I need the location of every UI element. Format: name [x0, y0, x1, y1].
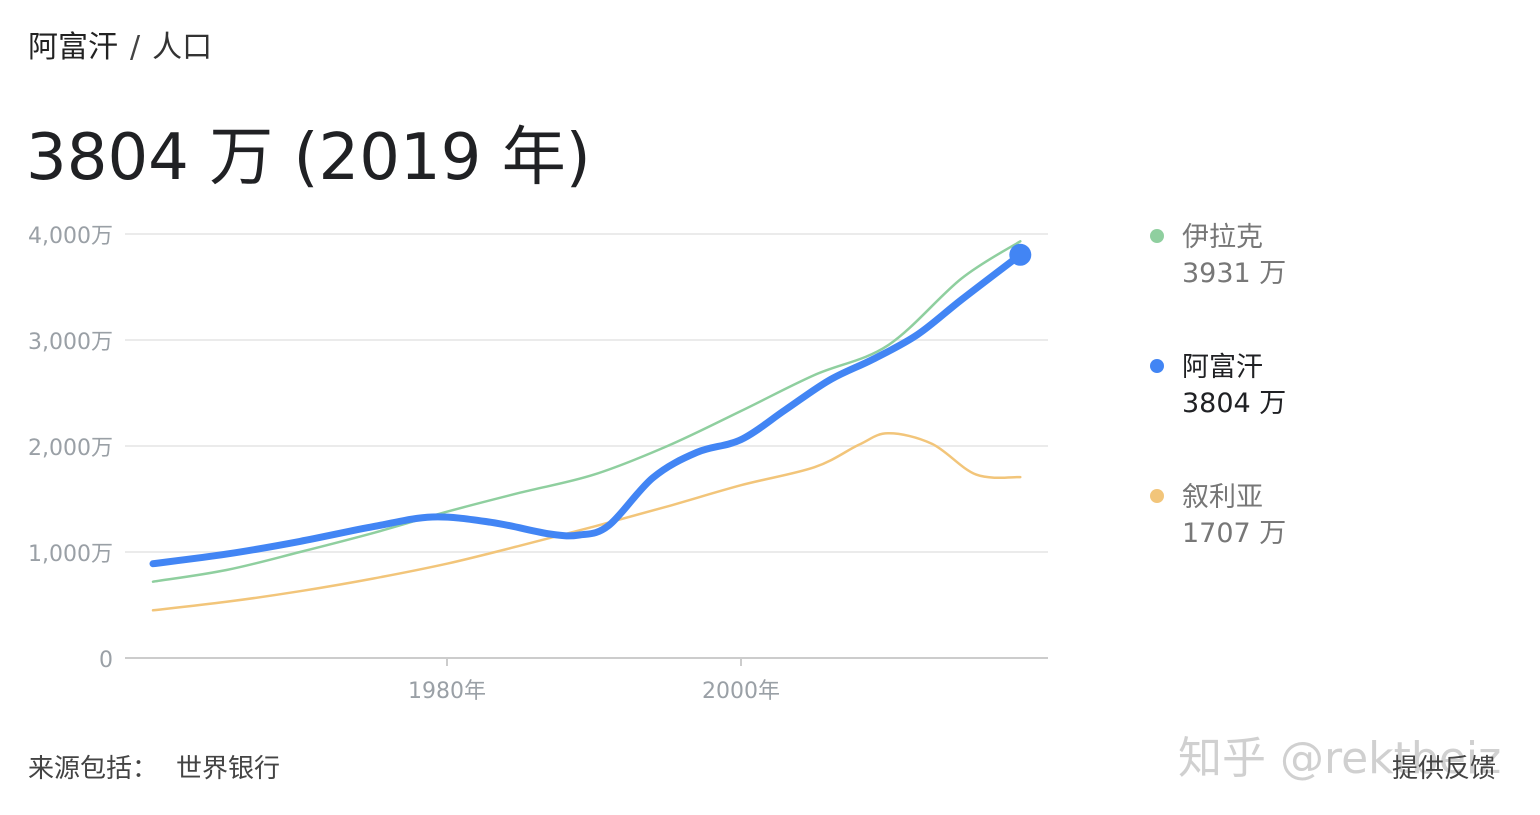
chart-series — [149, 240, 1024, 612]
chart-markers — [1009, 243, 1032, 266]
highlight-point-marker[interactable] — [1009, 243, 1032, 266]
y-axis-ticks: 0 1,000万 2,000万 3,000万 4,000万 — [28, 224, 113, 673]
x-tick-label: 2000年 — [702, 679, 780, 704]
headline-value: 3804 万 (2019 年) — [26, 121, 591, 195]
legend-value: 3804 万 — [1182, 388, 1287, 419]
breadcrumb-separator: / — [130, 30, 141, 65]
y-tick-label: 4,000万 — [28, 224, 113, 249]
breadcrumb-country-link[interactable]: 阿富汗 — [28, 30, 118, 65]
legend-value: 1707 万 — [1182, 518, 1287, 549]
source-attribution: 来源包括： 世界银行 — [28, 748, 280, 785]
population-line-chart[interactable]: 0 1,000万 2,000万 3,000万 4,000万 1980年 2000年 — [0, 0, 1100, 720]
series-line-iraq[interactable] — [151, 240, 1022, 583]
source-name: 世界银行 — [176, 754, 281, 784]
x-tick-label: 1980年 — [408, 679, 486, 704]
legend-dot-icon — [1150, 359, 1164, 373]
y-tick-label: 2,000万 — [28, 436, 113, 461]
legend-item-iraq[interactable]: 伊拉克 3931 万 — [1150, 220, 1450, 350]
legend-dot-icon — [1150, 489, 1164, 503]
x-axis-ticks: 1980年 2000年 — [408, 658, 780, 704]
series-line-syria[interactable] — [151, 432, 1022, 612]
legend-item-afghanistan[interactable]: 阿富汗 3804 万 — [1150, 350, 1450, 480]
feedback-link[interactable]: 提供反馈 — [1391, 754, 1496, 784]
legend-name: 阿富汗 — [1182, 352, 1263, 383]
source-label: 来源包括： — [28, 754, 159, 784]
y-tick-label: 1,000万 — [28, 542, 113, 567]
legend-item-syria[interactable]: 叙利亚 1707 万 — [1150, 480, 1450, 610]
series-line-afghanistan[interactable] — [149, 251, 1024, 568]
y-tick-label: 0 — [99, 648, 113, 673]
y-tick-label: 3,000万 — [28, 330, 113, 355]
chart-legend: 伊拉克 3931 万 阿富汗 3804 万 叙利亚 1707 万 — [1150, 220, 1450, 610]
breadcrumb: 阿富汗 / 人口 — [28, 22, 212, 66]
breadcrumb-metric: 人口 — [152, 30, 213, 65]
legend-name: 叙利亚 — [1182, 482, 1263, 513]
legend-dot-icon — [1150, 229, 1164, 243]
chart-gridlines — [125, 233, 1048, 659]
legend-name: 伊拉克 — [1182, 222, 1263, 253]
legend-value: 3931 万 — [1182, 258, 1287, 289]
